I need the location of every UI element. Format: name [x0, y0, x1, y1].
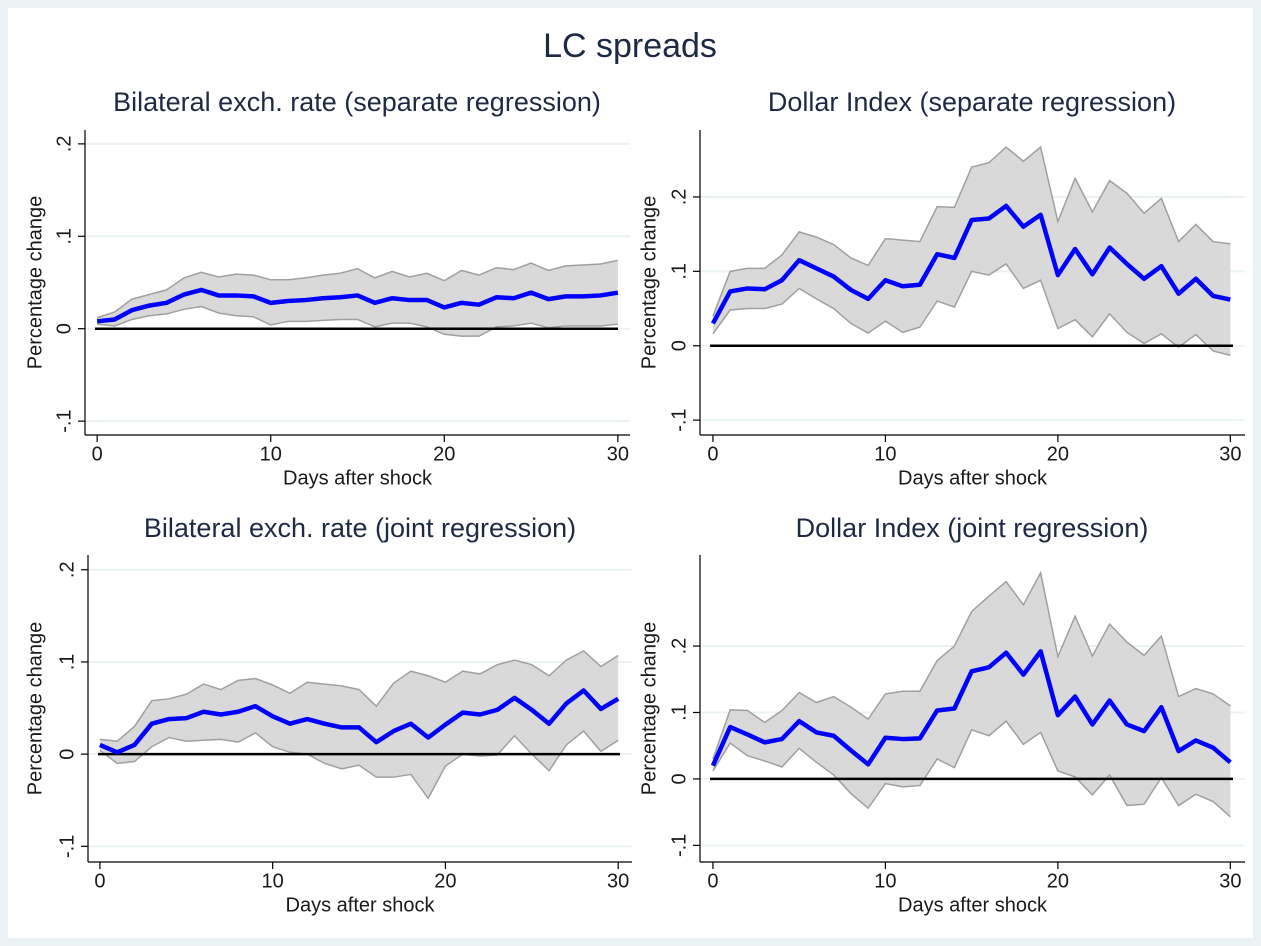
band-upper-edge	[96, 259, 619, 319]
y-tick-label: -.1	[668, 834, 690, 857]
estimate-line	[96, 287, 619, 324]
band-upper-edge	[99, 649, 619, 743]
y-axis-label: Percentage change	[638, 622, 660, 795]
y-tick-label: .1	[56, 654, 78, 671]
confidence-band	[712, 147, 1231, 356]
y-tick-label: 0	[668, 340, 690, 351]
x-axis-label: Days after shock	[283, 467, 433, 489]
subplot-title: Bilateral exch. rate (joint regression)	[144, 513, 576, 543]
estimate-line	[710, 649, 1232, 767]
y-tick-label: .2	[668, 189, 690, 206]
y-tick-label: .1	[668, 263, 690, 280]
y-tick-label: .1	[53, 228, 75, 245]
x-axis-label: Days after shock	[286, 894, 436, 916]
x-axis-label: Days after shock	[898, 894, 1048, 916]
x-tick-label: 20	[434, 870, 456, 892]
y-axis-label: Percentage change	[638, 196, 660, 369]
y-axis-label: Percentage change	[24, 196, 46, 369]
y-tick-label: .2	[668, 638, 690, 655]
y-axis-label: Percentage change	[24, 622, 46, 795]
x-tick-label: 20	[1047, 443, 1069, 465]
x-tick-label: 30	[607, 870, 629, 892]
x-tick-label: 0	[94, 870, 105, 892]
x-tick-label: 10	[260, 443, 282, 465]
y-tick-label: 0	[668, 773, 690, 784]
y-tick-label: -.1	[56, 835, 78, 858]
band-lower-edge	[97, 305, 618, 337]
figure-title: LC spreads	[543, 27, 717, 65]
subplot-title: Dollar Index (separate regression)	[768, 87, 1176, 117]
estimate-line	[99, 688, 620, 755]
figure-background	[8, 8, 1253, 938]
x-tick-label: 30	[1219, 870, 1241, 892]
y-tick-label: 0	[56, 749, 78, 760]
y-tick-label: .1	[668, 704, 690, 721]
subplot-title: Bilateral exch. rate (separate regressio…	[113, 87, 601, 117]
x-tick-label: 0	[92, 443, 103, 465]
x-tick-label: 10	[262, 870, 284, 892]
confidence-band	[712, 572, 1231, 817]
x-axis-label: Days after shock	[898, 467, 1048, 489]
x-tick-label: 0	[707, 443, 718, 465]
x-tick-label: 0	[707, 870, 718, 892]
estimate-line	[710, 203, 1231, 325]
confidence-band	[99, 650, 619, 799]
band-lower-edge	[712, 262, 1231, 357]
x-tick-label: 20	[433, 443, 455, 465]
confidence-band	[97, 260, 618, 337]
y-tick-label: .2	[56, 561, 78, 578]
band-upper-edge	[712, 145, 1231, 317]
x-tick-label: 20	[1047, 870, 1069, 892]
y-tick-label: -.1	[668, 408, 690, 431]
y-tick-label: -.1	[53, 409, 75, 432]
y-tick-label: .2	[53, 136, 75, 153]
x-tick-label: 30	[1219, 443, 1241, 465]
subplot-title: Dollar Index (joint regression)	[796, 513, 1149, 543]
band-lower-edge	[712, 720, 1231, 818]
band-upper-edge	[712, 570, 1231, 760]
x-tick-label: 10	[874, 443, 896, 465]
y-tick-label: 0	[53, 323, 75, 334]
x-tick-label: 30	[607, 443, 629, 465]
x-tick-label: 10	[874, 870, 896, 892]
